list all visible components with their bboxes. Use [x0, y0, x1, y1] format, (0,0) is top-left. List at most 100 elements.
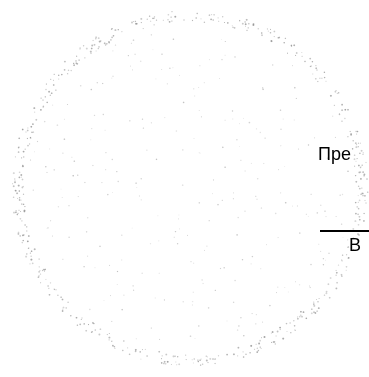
dot	[362, 153, 364, 155]
dot	[169, 67, 171, 69]
dot	[200, 358, 202, 360]
dot	[335, 89, 337, 92]
dot	[365, 161, 367, 164]
dot	[142, 127, 145, 129]
dot	[366, 178, 368, 180]
dot	[17, 184, 20, 187]
dot	[76, 324, 79, 326]
dot	[127, 55, 129, 57]
dot	[98, 333, 101, 336]
dot	[14, 181, 16, 184]
dot	[174, 15, 177, 18]
dot	[292, 205, 293, 207]
dot	[52, 104, 54, 106]
dot	[46, 171, 48, 173]
dot	[82, 45, 85, 47]
dot	[37, 276, 40, 279]
dot	[33, 107, 36, 110]
dot	[155, 19, 158, 21]
dot	[142, 28, 144, 30]
dot	[191, 359, 193, 361]
dot	[42, 105, 45, 108]
dot	[274, 212, 277, 215]
dot	[165, 353, 168, 356]
dot	[298, 284, 301, 286]
dot	[186, 234, 189, 236]
dot	[293, 325, 296, 327]
dot	[153, 24, 155, 26]
dot	[15, 210, 17, 212]
dot	[348, 257, 350, 259]
dot	[359, 152, 361, 155]
dot	[123, 294, 125, 296]
dot	[132, 39, 135, 41]
dot	[190, 261, 192, 263]
dot	[26, 240, 29, 243]
dot	[117, 180, 119, 183]
dot	[110, 295, 111, 297]
dot	[344, 108, 347, 111]
dot	[248, 121, 251, 124]
dot	[53, 73, 55, 75]
dot	[13, 211, 15, 214]
dot	[341, 120, 343, 122]
dot	[280, 192, 282, 194]
dot	[247, 27, 249, 29]
dot	[17, 151, 20, 153]
dot	[83, 266, 85, 268]
dot	[132, 69, 133, 71]
dot	[112, 192, 114, 193]
dot	[257, 27, 260, 30]
dot	[356, 157, 358, 160]
dot	[171, 20, 173, 22]
dot	[96, 81, 99, 84]
dot	[58, 78, 60, 80]
dot	[48, 293, 51, 296]
dot	[78, 59, 80, 61]
dot	[305, 213, 307, 215]
dot	[54, 289, 55, 291]
dot	[27, 247, 29, 249]
dot	[326, 157, 329, 159]
dot	[320, 204, 322, 206]
dot	[178, 214, 180, 216]
dot	[221, 39, 222, 40]
dot	[272, 64, 274, 66]
dot	[279, 326, 281, 329]
dot	[214, 289, 216, 291]
dot	[256, 198, 258, 200]
dot	[335, 216, 337, 217]
dot	[341, 193, 344, 196]
dot	[198, 110, 200, 111]
dot	[358, 171, 361, 174]
dot	[25, 131, 27, 133]
dot	[173, 236, 175, 238]
dot	[255, 323, 257, 325]
dot	[358, 218, 361, 221]
dot	[311, 61, 314, 63]
dot	[101, 182, 103, 184]
dot	[255, 343, 257, 345]
dot	[359, 167, 361, 169]
dot	[335, 287, 338, 290]
dot	[90, 52, 92, 55]
dot	[323, 76, 326, 79]
dot	[103, 42, 106, 45]
dot	[17, 197, 19, 199]
dot	[83, 323, 85, 325]
dot	[358, 208, 360, 210]
dot	[224, 54, 226, 56]
dot	[175, 361, 177, 363]
dot	[193, 262, 195, 264]
dot	[322, 264, 325, 266]
dot	[50, 78, 52, 81]
dot	[63, 69, 66, 71]
dot	[222, 16, 224, 18]
dot	[192, 362, 194, 364]
dot	[181, 184, 184, 186]
dot	[344, 117, 346, 120]
dot	[205, 359, 208, 362]
dot	[77, 196, 79, 198]
dot	[352, 248, 355, 251]
dot	[75, 316, 78, 319]
